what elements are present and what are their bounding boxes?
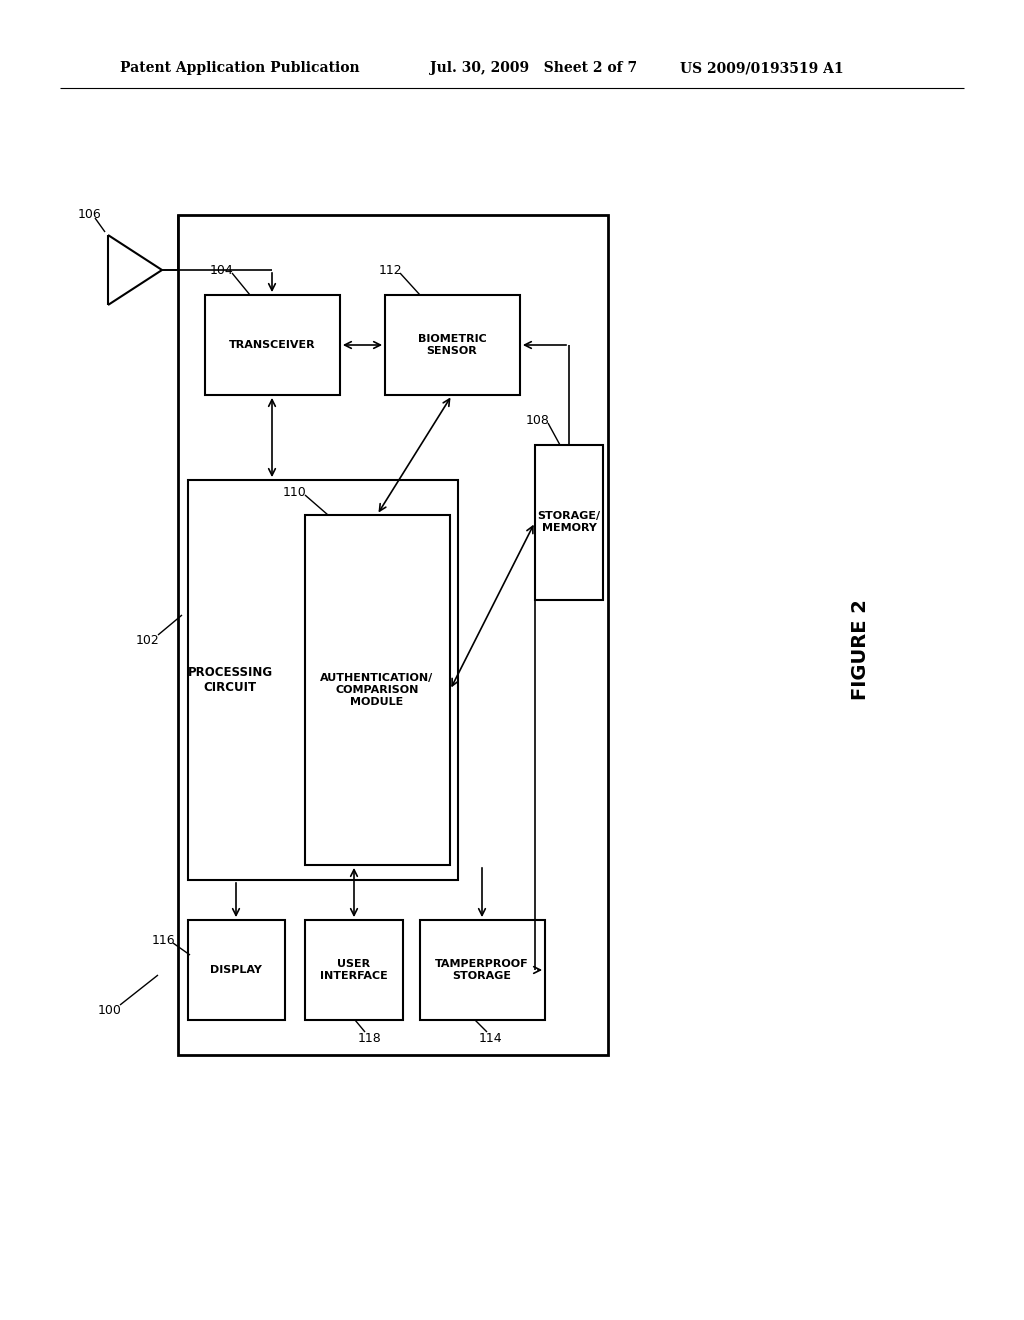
Text: 104: 104 — [210, 264, 233, 276]
Text: Jul. 30, 2009   Sheet 2 of 7: Jul. 30, 2009 Sheet 2 of 7 — [430, 61, 637, 75]
Text: 100: 100 — [98, 1003, 122, 1016]
Text: US 2009/0193519 A1: US 2009/0193519 A1 — [680, 61, 844, 75]
Text: 118: 118 — [358, 1031, 382, 1044]
Text: 116: 116 — [152, 933, 175, 946]
Text: 106: 106 — [78, 209, 101, 222]
Text: TAMPERPROOF
STORAGE: TAMPERPROOF STORAGE — [435, 960, 528, 981]
Text: 102: 102 — [136, 634, 160, 647]
Text: 108: 108 — [526, 413, 550, 426]
Text: USER
INTERFACE: USER INTERFACE — [321, 960, 388, 981]
Text: STORAGE/
MEMORY: STORAGE/ MEMORY — [538, 511, 600, 533]
Bar — [188, 480, 458, 880]
Text: AUTHENTICATION/
COMPARISON
MODULE: AUTHENTICATION/ COMPARISON MODULE — [321, 673, 433, 706]
Bar — [305, 515, 450, 865]
Bar — [420, 920, 545, 1020]
Text: Patent Application Publication: Patent Application Publication — [120, 61, 359, 75]
Bar — [178, 215, 608, 1055]
Text: 110: 110 — [283, 486, 307, 499]
Text: TRANSCEIVER: TRANSCEIVER — [228, 341, 315, 350]
Text: 114: 114 — [478, 1031, 502, 1044]
Text: 112: 112 — [378, 264, 401, 276]
Bar — [205, 294, 340, 395]
Text: BIOMETRIC
SENSOR: BIOMETRIC SENSOR — [418, 334, 486, 356]
Bar — [385, 294, 520, 395]
Bar — [188, 920, 285, 1020]
Text: DISPLAY: DISPLAY — [210, 965, 262, 975]
Text: PROCESSING
CIRCUIT: PROCESSING CIRCUIT — [187, 667, 272, 694]
Bar — [305, 920, 403, 1020]
Bar — [535, 445, 603, 601]
Text: FIGURE 2: FIGURE 2 — [851, 599, 869, 701]
